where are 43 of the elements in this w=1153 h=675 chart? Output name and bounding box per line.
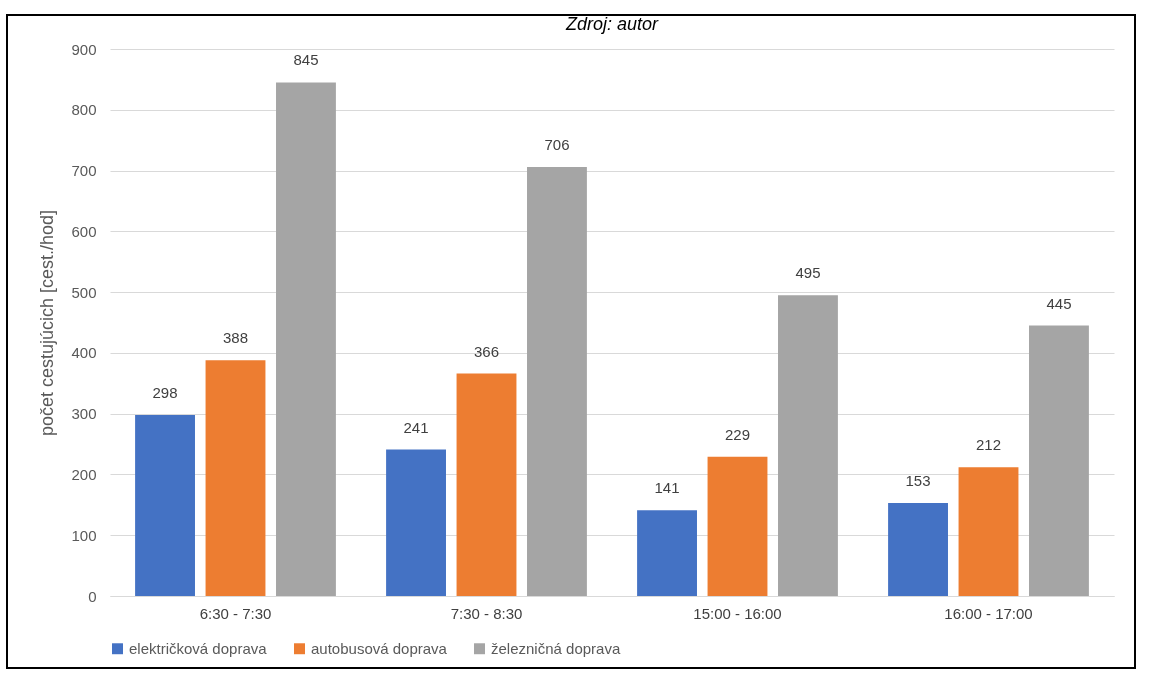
data-label: 298 [152, 383, 178, 401]
legend-label: električková doprava [129, 639, 268, 657]
data-label: 388 [222, 329, 249, 347]
y-axis-title: počet cestujúcich [cest./hod] [37, 209, 58, 437]
data-label: 445 [1046, 294, 1072, 312]
bar [778, 295, 838, 596]
legend-label: autobusová doprava [311, 639, 448, 657]
x-tick-label: 16:00 - 17:00 [944, 604, 1033, 622]
bar [386, 449, 446, 596]
data-label: 229 [724, 425, 751, 443]
data-label: 241 [403, 418, 429, 436]
y-tick-label: 500 [71, 283, 97, 301]
data-label: 366 [473, 342, 500, 360]
y-tick-label: 200 [71, 465, 97, 483]
y-tick-label: 900 [71, 40, 97, 58]
bar [456, 373, 517, 596]
data-label: 212 [975, 436, 1002, 454]
data-label: 153 [905, 472, 931, 490]
bar [637, 510, 697, 596]
y-tick-label: 800 [71, 101, 97, 119]
bar [707, 456, 768, 596]
data-label: 845 [293, 51, 319, 69]
y-tick-label: 300 [71, 405, 97, 423]
y-tick-label: 700 [71, 162, 97, 180]
data-label: 141 [654, 479, 680, 497]
y-tick-label: 400 [71, 344, 97, 362]
bar [527, 166, 587, 596]
y-tick-label: 100 [71, 526, 97, 544]
bar [276, 82, 336, 596]
x-tick-label: 6:30 - 7:30 [199, 604, 272, 622]
data-label: 495 [795, 264, 821, 282]
x-tick-label: 7:30 - 8:30 [450, 604, 523, 622]
bar [1029, 325, 1089, 596]
data-label: 706 [544, 135, 570, 153]
bar [888, 503, 948, 596]
text: Zdroj: autor [564, 14, 660, 34]
legend-label: železničná doprava [491, 639, 621, 657]
bar [958, 467, 1019, 596]
y-tick-label: 0 [88, 587, 97, 605]
y-tick-label: 600 [71, 222, 97, 240]
bar [135, 414, 195, 596]
x-tick-label: 15:00 - 16:00 [693, 604, 782, 622]
bar [205, 360, 266, 596]
